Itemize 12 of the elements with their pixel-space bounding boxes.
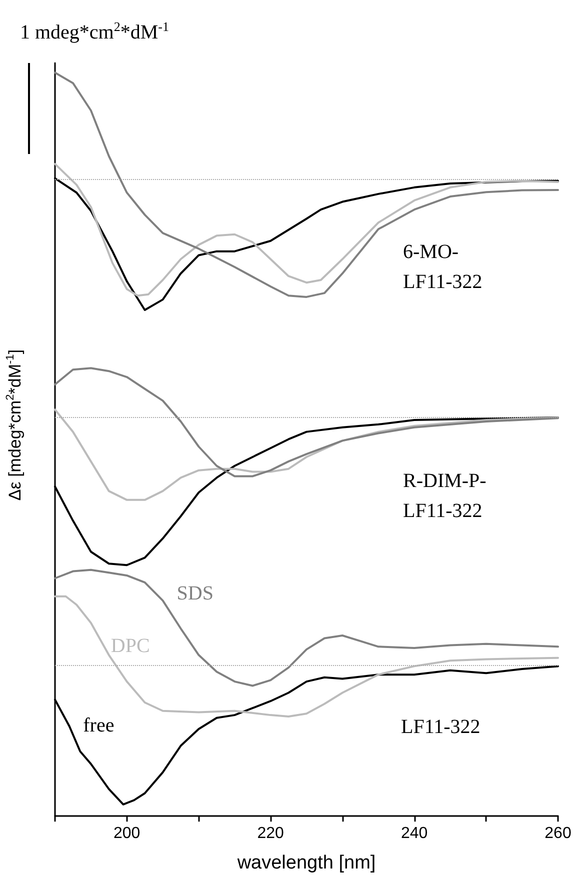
annotation: 6-MO-LF11-322 [403, 240, 484, 295]
x-axis-title: wavelength [nm] [236, 852, 376, 874]
annotation: R-DIM-P-LF11-322 [403, 469, 488, 524]
x-tick-label: 200 [114, 825, 140, 842]
series-label: SDS [176, 582, 214, 605]
x-tick-label: 240 [400, 825, 428, 842]
annotation: LF11-322 [401, 715, 482, 740]
x-tick-label: 260 [544, 825, 572, 842]
series-label: free [83, 714, 114, 736]
series-label: DPC [110, 635, 150, 658]
text: 1 mdeg*cm$^{2}$*dM$^{-1}$ [20, 18, 170, 46]
x-tick-label: 220 [257, 825, 284, 842]
